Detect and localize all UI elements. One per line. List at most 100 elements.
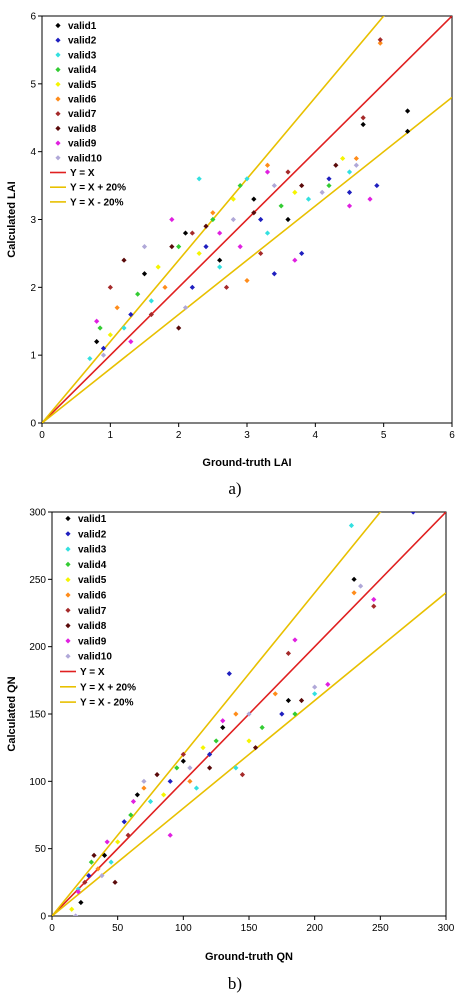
y-tick-label: 300: [29, 508, 46, 519]
figure-caption: b): [228, 974, 242, 993]
point-valid1: [217, 257, 223, 263]
data-points: [87, 37, 411, 362]
point-valid7: [125, 832, 131, 838]
legend-label-valid9: valid9: [68, 139, 97, 150]
legend-label-valid4: valid4: [78, 560, 107, 571]
legend-label-valid4: valid4: [68, 65, 97, 76]
legend-label-valid1: valid1: [78, 514, 107, 525]
legend-marker-valid5: [65, 577, 71, 583]
point-valid5: [292, 189, 298, 195]
y-tick-label: 0: [30, 419, 36, 430]
point-valid9: [130, 798, 137, 805]
reference-lines: [42, 16, 452, 423]
y-axis-title: Calculated QN: [6, 676, 18, 751]
point-valid7: [377, 37, 383, 43]
point-valid10: [271, 182, 277, 189]
legend-label-line: Y = X + 20%: [80, 682, 136, 693]
point-valid1: [251, 196, 257, 202]
point-valid3: [147, 798, 154, 805]
point-valid2: [86, 873, 92, 879]
point-valid2: [226, 671, 232, 677]
point-valid9: [220, 718, 226, 724]
point-valid3: [196, 176, 202, 182]
legend-label-valid9: valid9: [78, 636, 107, 647]
point-valid9: [75, 889, 81, 895]
point-valid6: [353, 155, 359, 162]
legend-label-line: Y = X - 20%: [70, 197, 124, 208]
point-valid10: [182, 305, 189, 311]
point-valid4: [135, 291, 141, 297]
chart-b: 0 50 100 150 200 250 300 0 50 100 150 200 250 300 Grou…: [6, 508, 455, 994]
point-valid7: [285, 169, 291, 175]
legend-marker-valid10: [65, 653, 71, 659]
legend-marker-valid7: [55, 111, 61, 117]
legend-marker-valid5: [55, 81, 61, 87]
legend-marker-valid4: [65, 561, 71, 567]
x-tick-label: 1: [108, 430, 114, 441]
point-valid1: [182, 230, 189, 236]
point-valid2: [121, 819, 127, 825]
point-valid8: [176, 325, 182, 331]
y-tick-label: 250: [29, 575, 46, 586]
point-valid6: [141, 785, 147, 791]
point-valid4: [174, 765, 180, 771]
point-valid4: [278, 203, 284, 209]
point-valid1: [404, 128, 411, 134]
point-valid7: [107, 284, 113, 290]
point-valid1: [285, 697, 291, 704]
y-axis-title: Calculated LAI: [6, 181, 18, 257]
point-valid6: [187, 778, 193, 784]
line-y-x-20-: [52, 592, 446, 916]
legend-marker-valid8: [65, 623, 71, 629]
point-valid8: [154, 772, 160, 778]
point-valid8: [298, 697, 305, 704]
point-valid1: [94, 339, 100, 345]
point-valid2: [374, 182, 380, 189]
legend-marker-valid3: [65, 546, 71, 552]
legend-label-line: Y = X + 20%: [70, 183, 126, 194]
point-valid3: [148, 298, 154, 304]
point-valid6: [210, 210, 216, 216]
point-valid2: [326, 176, 332, 182]
y-tick-label: 1: [30, 351, 36, 362]
x-tick-label: 2: [176, 430, 182, 441]
point-valid6: [244, 277, 250, 284]
chart-a: 0 1 2 3 4 5 6 0 1 2 3 4 5 6 Ground-truth LAI Calculated…: [6, 12, 455, 499]
point-valid2: [189, 284, 195, 290]
point-valid10: [230, 216, 236, 223]
point-valid9: [292, 257, 298, 263]
point-valid1: [101, 852, 108, 858]
point-valid2: [128, 311, 134, 318]
y-tick-label: 200: [29, 642, 46, 653]
point-valid7: [360, 115, 366, 121]
point-valid5: [340, 155, 346, 162]
point-valid5: [230, 196, 236, 202]
point-valid4: [237, 182, 243, 189]
legend-marker-valid9: [65, 638, 71, 644]
point-valid1: [180, 758, 186, 764]
point-valid1: [404, 108, 411, 114]
point-valid8: [91, 852, 97, 858]
point-valid1: [141, 271, 148, 277]
point-valid4: [213, 738, 219, 744]
point-valid2: [299, 250, 305, 257]
x-tick-label: 3: [244, 430, 250, 441]
x-tick-label: 0: [49, 923, 55, 934]
point-valid8: [203, 223, 209, 229]
point-valid9: [217, 230, 223, 236]
point-valid10: [141, 244, 148, 250]
x-tick-label: 4: [313, 430, 319, 441]
point-valid9: [167, 832, 173, 838]
point-valid9: [237, 244, 243, 250]
x-tick-label: 150: [241, 923, 258, 934]
point-valid3: [305, 196, 312, 202]
point-valid8: [121, 257, 127, 263]
point-valid7: [223, 284, 230, 290]
x-tick-label: 300: [438, 923, 455, 934]
point-valid8: [251, 210, 257, 216]
point-valid4: [210, 216, 216, 223]
legend-label-line: Y = X - 20%: [80, 698, 134, 709]
point-valid3: [121, 325, 127, 331]
legend-label-valid2: valid2: [78, 529, 107, 540]
point-valid3: [75, 886, 81, 892]
